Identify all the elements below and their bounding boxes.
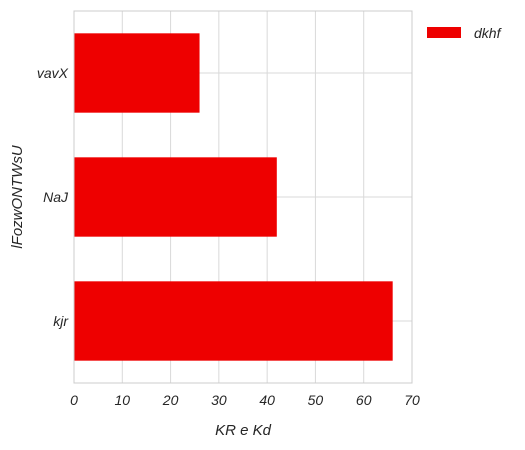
x-tick-label: 60 (356, 392, 372, 408)
x-tick-label: 0 (70, 392, 78, 408)
bars (74, 33, 393, 361)
x-axis-label: KR e Kd (215, 422, 272, 439)
y-tick-label: vavX (37, 65, 69, 81)
x-tick-label: 40 (259, 392, 275, 408)
y-axis-label: lFozwONTWsU (9, 145, 26, 248)
x-axis-ticks: 0 10 20 30 40 50 60 70 (70, 392, 420, 408)
legend: dkhf (427, 25, 503, 41)
bar-kjr (74, 281, 393, 361)
legend-entry-label: dkhf (474, 25, 503, 41)
y-tick-label: NaJ (43, 189, 69, 205)
x-tick-label: 20 (162, 392, 179, 408)
x-tick-label: 10 (114, 392, 130, 408)
x-tick-label: 50 (308, 392, 324, 408)
x-tick-label: 70 (404, 392, 420, 408)
x-tick-label: 30 (211, 392, 227, 408)
bar-vavX (74, 33, 200, 113)
legend-swatch (427, 27, 461, 38)
plot-frame (73, 10, 413, 384)
bar-NaJ (74, 157, 277, 237)
y-tick-label: kjr (53, 313, 69, 329)
y-axis-ticks: vavX NaJ kjr (37, 65, 69, 329)
